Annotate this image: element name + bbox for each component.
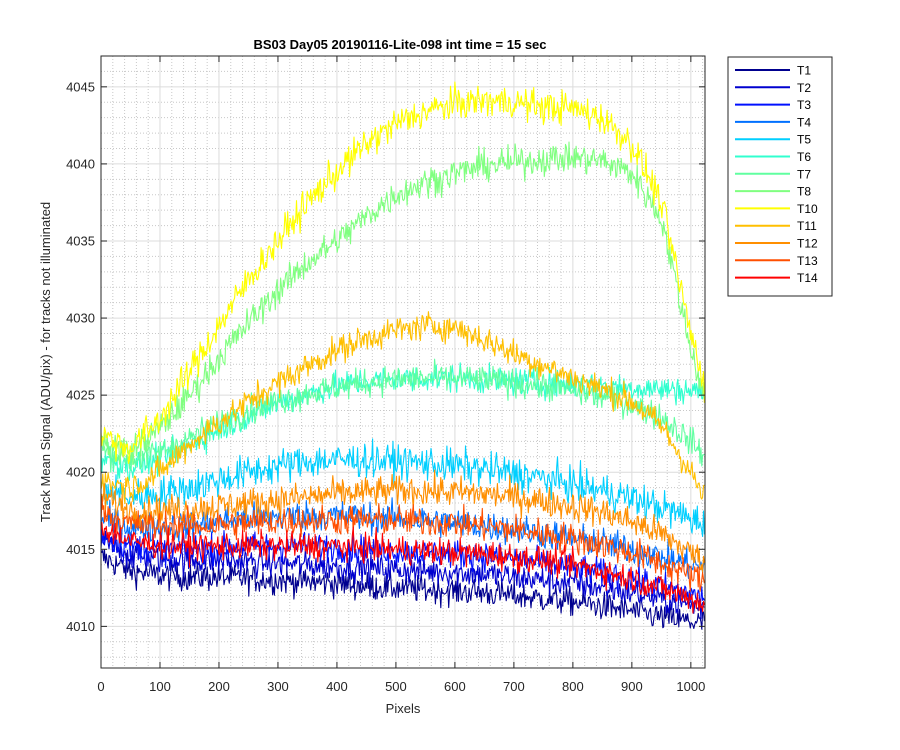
series-line-t13 — [101, 495, 705, 592]
x-tick-label: 900 — [621, 679, 643, 694]
series-line-t11 — [101, 311, 705, 505]
y-axis-title: Track Mean Signal (ADU/pix) - for tracks… — [38, 202, 53, 522]
legend-label-t11: T11 — [797, 219, 817, 233]
legend-label-t12: T12 — [797, 237, 818, 251]
tick-marks — [100, 56, 705, 668]
x-tick-label: 200 — [208, 679, 230, 694]
legend-label-t14: T14 — [797, 271, 818, 285]
chart-title: BS03 Day05 20190116-Lite-098 int time = … — [253, 37, 546, 52]
legend-label-t7: T7 — [797, 167, 811, 181]
legend-label-t4: T4 — [797, 115, 811, 129]
x-tick-label: 600 — [444, 679, 466, 694]
series-line-t12 — [101, 469, 705, 573]
x-tick-label: 700 — [503, 679, 525, 694]
series-line-t7 — [101, 358, 705, 473]
y-tick-label: 4015 — [66, 542, 95, 557]
series-line-t4 — [101, 497, 705, 579]
y-tick-label: 4020 — [66, 465, 95, 480]
plot-area: 0 100 200 300 400 500 600 700 800 900 1000 4010401… — [66, 55, 706, 694]
legend-label-t3: T3 — [797, 98, 811, 112]
x-tick-labels: 0 100 200 300 400 500 600 700 800 900 1000 — [97, 679, 705, 694]
x-tick-label: 1000 — [676, 679, 705, 694]
series-line-t3 — [101, 528, 705, 608]
x-tick-label: 800 — [562, 679, 584, 694]
x-tick-label: 100 — [149, 679, 171, 694]
y-tick-label: 4025 — [66, 388, 95, 403]
legend-label-t6: T6 — [797, 150, 811, 164]
legend-label-t10: T10 — [797, 202, 818, 216]
x-tick-label: 500 — [385, 679, 407, 694]
legend-label-t1: T1 — [797, 64, 811, 78]
y-tick-label: 4030 — [66, 311, 95, 326]
y-tick-label: 4045 — [66, 79, 95, 94]
series-line-t8 — [101, 141, 705, 466]
series-layer — [101, 81, 705, 630]
series-line-t14 — [101, 522, 705, 614]
legend: T1 T2 T3 T4 T5 T6 T7 T8 T10 T11 T12 T13 T14 — [727, 56, 833, 297]
axes-frame — [100, 55, 706, 669]
series-line-t10 — [101, 81, 705, 465]
x-tick-label: 0 — [97, 679, 104, 694]
y-tick-label: 4035 — [66, 233, 95, 248]
x-tick-label: 300 — [267, 679, 289, 694]
series-line-t5 — [101, 438, 705, 537]
x-axis-title: Pixels — [386, 701, 421, 716]
legend-label-t8: T8 — [797, 185, 811, 199]
y-tick-labels: 4010 4015 4020 4025 4030 4035 4040 4045 — [66, 79, 95, 634]
series-line-t1 — [101, 549, 705, 630]
series-line-t2 — [101, 530, 705, 620]
legend-box — [727, 56, 833, 297]
x-tick-label: 400 — [326, 679, 348, 694]
legend-label-t13: T13 — [797, 254, 818, 268]
legend-label-t2: T2 — [797, 81, 811, 95]
legend-label-t5: T5 — [797, 133, 811, 147]
y-tick-label: 4010 — [66, 619, 95, 634]
y-tick-label: 4040 — [66, 156, 95, 171]
